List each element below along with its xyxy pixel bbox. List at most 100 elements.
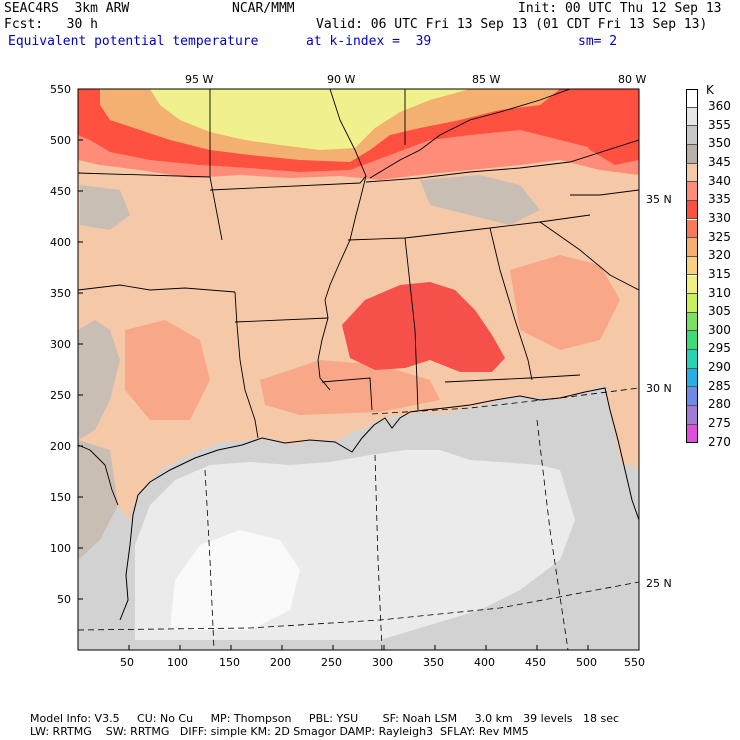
- y-tick: 50: [57, 593, 71, 606]
- lat-label-25n: 25 N: [646, 577, 672, 590]
- x-tick: 50: [120, 656, 134, 669]
- coastline: [119, 387, 640, 621]
- missouri-arkansas-line: [209, 175, 367, 191]
- x-tick: 250: [321, 656, 342, 669]
- colorbar-swatch: [686, 312, 698, 332]
- colorbar-swatch: [686, 331, 698, 351]
- smoothing: sm= 2: [578, 34, 618, 49]
- x-tick: 450: [525, 656, 546, 669]
- x-tick: 100: [167, 656, 188, 669]
- x-tick: 150: [219, 656, 240, 669]
- texas-louisiana-line: [234, 291, 259, 439]
- mexico-border: [77, 444, 119, 506]
- oklahoma-arkansas-line: [209, 89, 223, 241]
- y-tick: 200: [50, 440, 71, 453]
- valid-time: Valid: 06 UTC Fri 13 Sep 13 (01 CDT Fri …: [316, 17, 708, 32]
- x-tick: 550: [624, 656, 645, 669]
- colorbar-swatch: [686, 387, 698, 406]
- alabama-georgia-line: [489, 227, 533, 381]
- colorbar-swatch: [686, 182, 698, 201]
- forecast-hour: Fcst: 30 h: [4, 17, 98, 32]
- north-carolina-line: [570, 189, 639, 196]
- mississippi-river: [317, 175, 367, 391]
- y-tick: 100: [50, 542, 71, 555]
- y-tick: 150: [50, 491, 71, 504]
- model-info-line1: Model Info: V3.5 CU: No Cu MP: Thompson …: [30, 712, 620, 725]
- lat-label-35n: 35 N: [646, 193, 672, 206]
- colorbar-label: 270: [708, 434, 731, 449]
- organization: NCAR/MMM: [232, 1, 295, 16]
- colorbar-swatch: [686, 126, 698, 145]
- colorbar-label: 355: [708, 117, 731, 132]
- plot-frame: [77, 88, 640, 651]
- colorbar-label: 315: [708, 266, 731, 281]
- texas-oklahoma-line: [78, 284, 236, 293]
- colorbar-label: 305: [708, 304, 731, 319]
- colorbar-swatch: [686, 219, 698, 239]
- y-tick: 550: [50, 83, 71, 96]
- colorbar-swatch: [686, 89, 698, 108]
- colorbar-swatch: [686, 256, 698, 276]
- lon-label-80w: 80 W: [618, 73, 647, 86]
- north-yellow: [150, 89, 470, 150]
- lon-85w: [536, 419, 569, 650]
- level-index: at k-index = 39: [306, 34, 432, 49]
- boundaries: [78, 89, 639, 439]
- colorbar-label: 350: [708, 136, 731, 151]
- x-tick: 350: [423, 656, 444, 669]
- colorbar-label: 330: [708, 210, 731, 225]
- colorbar-swatch: [686, 107, 698, 127]
- colorbar-label: 275: [708, 416, 731, 431]
- salmon-coast: [260, 360, 440, 415]
- lat-30n: [371, 387, 639, 415]
- missouri-illinois: [329, 89, 367, 177]
- florida-line: [444, 374, 581, 383]
- lat-label-30n: 30 N: [646, 382, 672, 395]
- colorbar-label: 340: [708, 173, 731, 188]
- model-info-line2: LW: RRTMG SW: RRTMG DIFF: simple KM: 2D …: [30, 725, 529, 738]
- model-title: SEAC4RS 3km ARW: [4, 1, 130, 16]
- mississippi-alabama-line: [404, 237, 419, 411]
- colorbar-label: 360: [708, 99, 731, 113]
- salmon-texas: [125, 320, 210, 420]
- y-tick: 500: [50, 134, 71, 147]
- arkansas-louisiana-line: [234, 317, 329, 323]
- colorbar-swatch: [686, 368, 698, 388]
- gray-mid: [80, 185, 130, 230]
- colorbar-swatch: [686, 350, 698, 369]
- ohio-river: [369, 89, 571, 179]
- colorbar-frame: [686, 89, 698, 444]
- colorbar-label: 285: [708, 378, 731, 393]
- x-tick: 400: [474, 656, 495, 669]
- georgia-carolina-line: [539, 221, 639, 291]
- red-core: [342, 282, 505, 372]
- field-name: Equivalent potential temperature: [8, 34, 259, 49]
- lon-label-90w: 90 W: [327, 73, 356, 86]
- colorbar-swatch: [686, 294, 698, 313]
- colorbar-swatch: [686, 163, 698, 183]
- colorbar-swatch: [686, 406, 698, 425]
- colorbar-label: 290: [708, 360, 731, 375]
- x-tick: 300: [372, 656, 393, 669]
- graticule: [78, 387, 639, 650]
- colorbar-swatch: [686, 144, 698, 164]
- y-tick: 450: [50, 185, 71, 198]
- colorbar-swatch: [686, 238, 698, 257]
- salmon-southeast: [510, 255, 620, 350]
- tick-marks: [78, 139, 589, 650]
- louisiana-mississippi-line: [321, 377, 373, 411]
- init-time: Init: 00 UTC Thu 12 Sep 13: [518, 1, 722, 16]
- lon-95w: [204, 469, 215, 650]
- colorbar-label: 345: [708, 154, 731, 169]
- y-tick: 250: [50, 389, 71, 402]
- oklahoma-kansas-line: [78, 172, 211, 178]
- colorbar-label: 310: [708, 285, 731, 300]
- kentucky-tennessee-line: [365, 139, 639, 183]
- y-tick: 350: [50, 287, 71, 300]
- gray-west2: [78, 440, 118, 560]
- lon-label-95w: 95 W: [185, 73, 214, 86]
- x-tick: 200: [270, 656, 291, 669]
- lat-25n: [78, 581, 639, 631]
- gulf-white: [170, 530, 300, 630]
